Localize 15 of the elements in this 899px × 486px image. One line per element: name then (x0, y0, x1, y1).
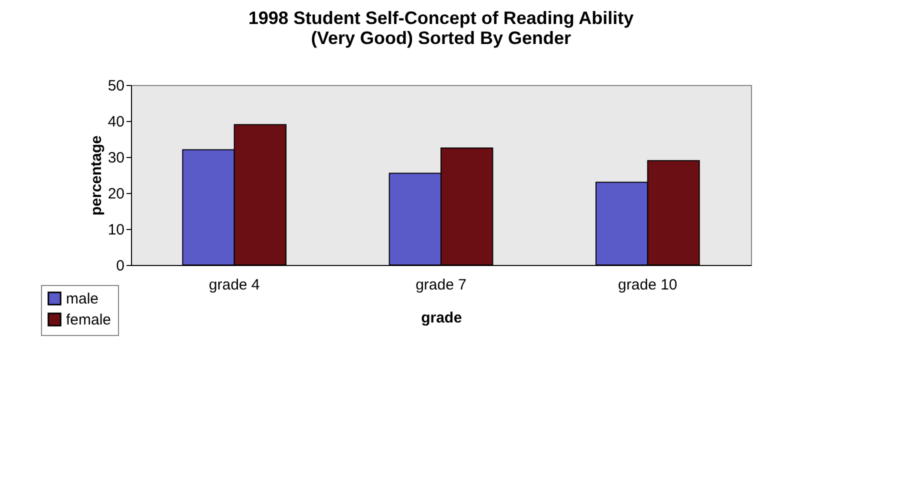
legend-label: female (66, 312, 112, 328)
x-tick-label: grade 10 (618, 276, 678, 294)
y-tick-label: 50 (108, 78, 124, 94)
x-tick-label: grade 4 (208, 276, 260, 294)
text: (Very Good) Sorted By Gender (310, 28, 572, 48)
text: 1998 Student Self-Concept of Reading Ability (248, 8, 634, 28)
y-tick-label: 0 (116, 258, 124, 274)
y-tick-label: 10 (108, 222, 124, 238)
legend-label: male (66, 290, 99, 308)
y-tick-label: 30 (108, 150, 124, 166)
y-tick-label: 20 (108, 186, 124, 202)
x-axis-title: grade (421, 310, 462, 326)
x-tick-label: grade 7 (416, 276, 466, 294)
y-tick-label: 40 (108, 114, 124, 130)
y-axis-title: percentage (88, 135, 105, 216)
